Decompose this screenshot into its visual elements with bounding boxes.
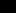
Legend: Protein/PS, NA/PS, PS yield: Protein/PS, NA/PS, PS yield [0,11,4,13]
Text: Figure 1: Figure 1 [0,1,16,13]
